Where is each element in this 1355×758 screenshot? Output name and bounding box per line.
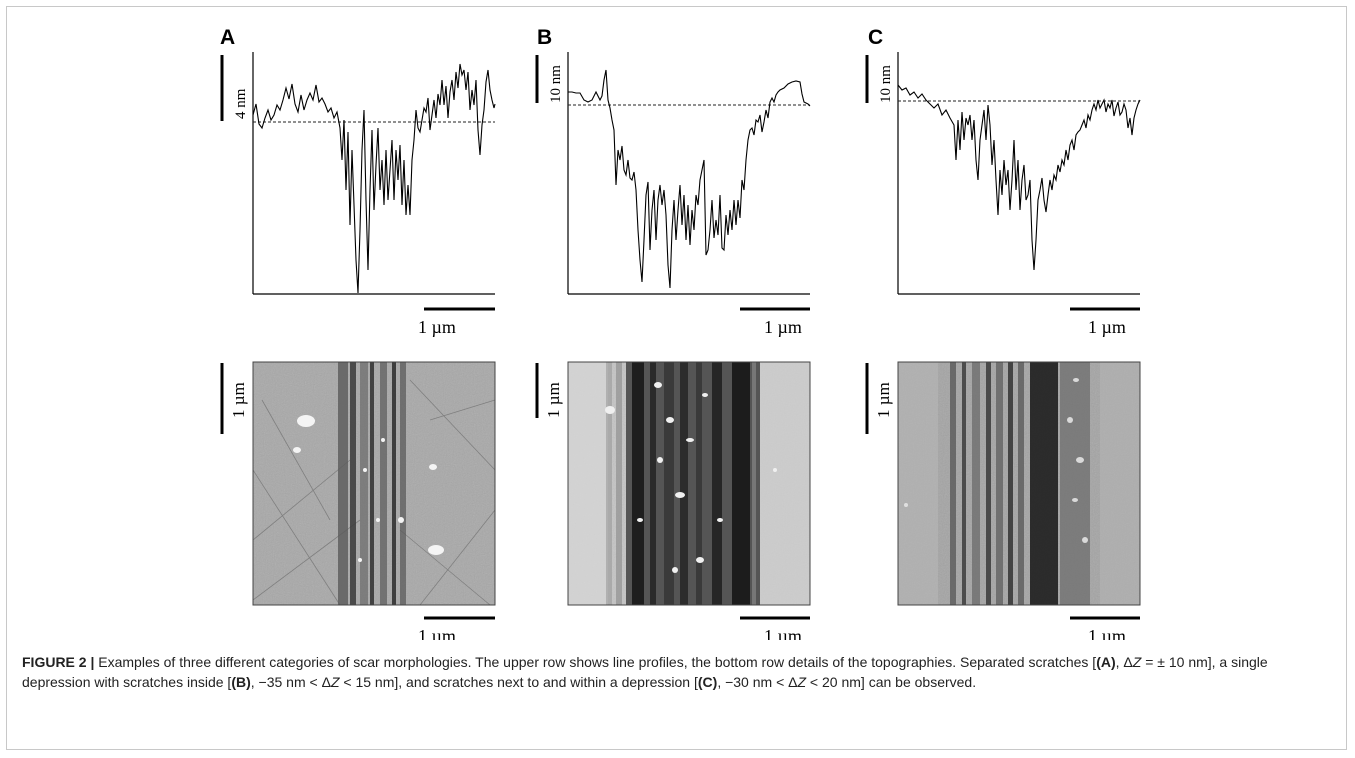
caption-text-6: , −30 nm < Δ	[717, 674, 798, 690]
panel-a-letter: A	[220, 26, 235, 49]
panel-c-topography	[897, 361, 1141, 606]
figure-caption: FIGURE 2 | Examples of three different c…	[22, 652, 1337, 692]
panel-a-topography	[252, 361, 496, 606]
caption-text-5: < 15 nm], and scratches next to and with…	[339, 674, 698, 690]
caption-text-3: = ± 10 nm], a single depression with scr…	[22, 654, 1268, 690]
caption-label: FIGURE 2 |	[22, 654, 95, 670]
panel-b-line-profile	[568, 69, 811, 289]
figure-frame	[6, 6, 1347, 750]
panel-b: B 10 nm 1 µm	[535, 26, 811, 640]
panel-b-profile-scale-label: 10 nm	[548, 65, 564, 103]
panel-a: A 4 nm 1 µm	[220, 26, 496, 640]
caption-text-2: , Δ	[1115, 654, 1133, 670]
caption-z-1: Z	[1132, 654, 1142, 670]
caption-text-4: , −35 nm < Δ	[250, 674, 331, 690]
caption-z-2: Z	[330, 674, 340, 690]
panel-a-profile-scale-label: 4 nm	[233, 88, 249, 119]
caption-ref-a: (A)	[1096, 654, 1116, 670]
panel-a-image-xbar-label: 1 µm	[418, 626, 456, 640]
panel-a-profile-xbar-label: 1 µm	[418, 317, 456, 337]
caption-text-7: < 20 nm] can be observed.	[806, 674, 977, 690]
panel-c-letter: C	[868, 26, 883, 49]
figure-2: A 4 nm 1 µm	[220, 26, 1141, 640]
panel-c-image-scale-label: 1 µm	[874, 382, 893, 418]
panel-b-profile-xbar-label: 1 µm	[764, 317, 802, 337]
panel-a-image-scale-label: 1 µm	[229, 382, 248, 418]
caption-text-1: Examples of three different categories o…	[94, 654, 1097, 670]
panel-b-letter: B	[537, 26, 552, 49]
panel-c-image-xbar-label: 1 µm	[1088, 626, 1126, 640]
caption-ref-b: (B)	[231, 674, 251, 690]
panel-c-profile-xbar-label: 1 µm	[1088, 317, 1126, 337]
caption-ref-c: (C)	[697, 674, 718, 690]
panel-b-image-scale-label: 1 µm	[544, 382, 563, 418]
panel-c: C 10 nm 1 µm	[865, 26, 1141, 640]
panel-b-topography	[567, 361, 811, 606]
panel-a-line-profile	[252, 63, 496, 294]
panel-c-profile-scale-label: 10 nm	[878, 65, 894, 103]
panel-b-image-xbar-label: 1 µm	[764, 626, 802, 640]
caption-z-3: Z	[797, 674, 807, 690]
panel-c-line-profile	[897, 84, 1141, 271]
